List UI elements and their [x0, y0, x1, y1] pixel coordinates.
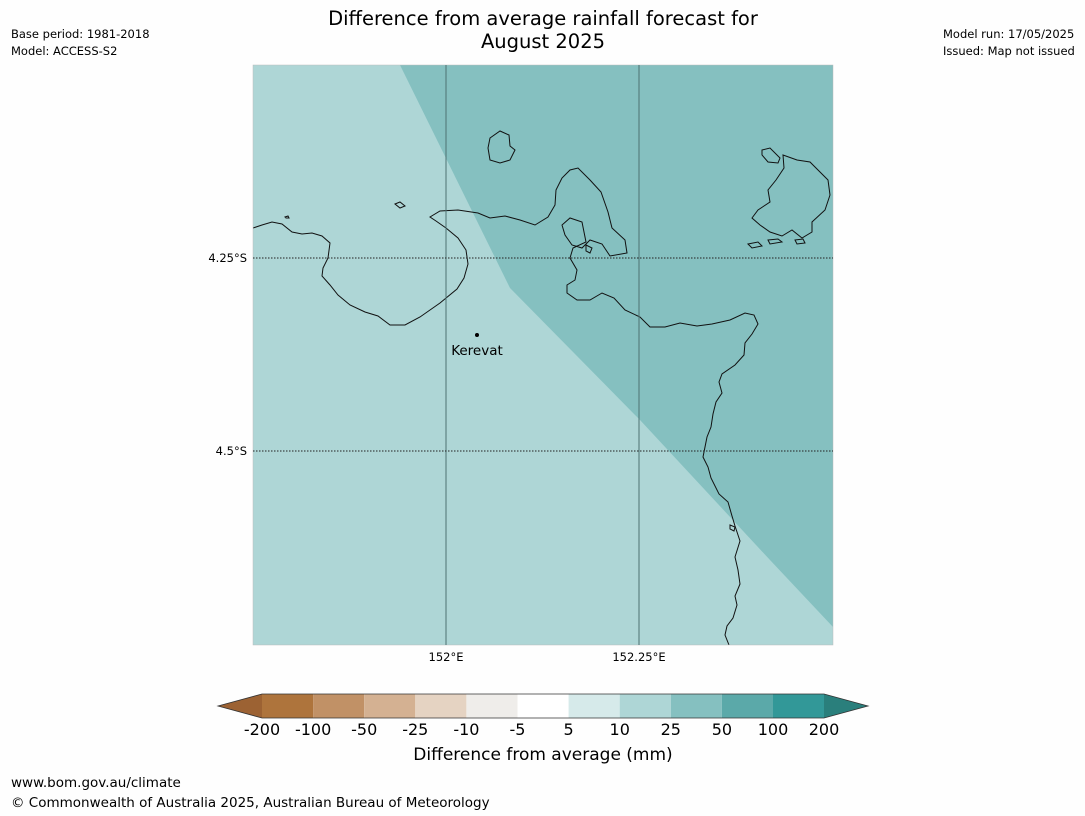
model-run-text: Model run: 17/05/2025: [943, 27, 1075, 41]
footer-url: www.bom.gov.au/climate: [11, 775, 181, 791]
colorbar-swatch: [568, 694, 620, 718]
lat-label-4-25s: 4.25°S: [208, 251, 247, 265]
colorbar-swatch: [721, 694, 773, 718]
footer-copyright: © Commonwealth of Australia 2025, Austra…: [11, 795, 490, 811]
colorbar-swatch: [517, 694, 569, 718]
colorbar-tick: -50: [351, 720, 377, 739]
colorbar-tick: -25: [402, 720, 428, 739]
colorbar-swatch: [670, 694, 722, 718]
lat-label-4-5s: 4.5°S: [216, 444, 247, 458]
map-frame: [252, 64, 834, 646]
colorbar-swatch: [262, 694, 314, 718]
colorbar-extend-right: [824, 694, 868, 718]
kerevat-label: Kerevat: [451, 343, 503, 359]
colorbar-tick: 5: [564, 720, 574, 739]
title-line-2: August 2025: [480, 30, 606, 53]
graticule: [253, 65, 833, 645]
colorbar-swatch: [466, 694, 518, 718]
colorbar-swatch: [619, 694, 671, 718]
region-10-to-25mm: [400, 65, 833, 627]
colorbar-tick: 10: [610, 720, 630, 739]
colorbar-tick: 200: [809, 720, 840, 739]
map-plot-area: [253, 65, 833, 645]
colorbar-label: Difference from average (mm): [413, 745, 673, 765]
colorbar-swatch: [415, 694, 467, 718]
header-left: Base period: 1981-2018 Model: ACCESS-S2: [11, 26, 150, 60]
lon-label-152-25e: 152.25°E: [612, 650, 665, 664]
colorbar-tick: 50: [712, 720, 732, 739]
colorbar-extend-left: [218, 694, 262, 718]
colorbar-swatch: [313, 694, 365, 718]
colorbar-swatch: [364, 694, 416, 718]
colorbar-tick: -100: [295, 720, 331, 739]
colorbar-tick: 25: [661, 720, 681, 739]
map-title: Difference from average rainfall forecas…: [243, 7, 843, 53]
colorbar-outline: [216, 693, 870, 719]
colorbar-tick: 100: [758, 720, 789, 739]
title-line-1: Difference from average rainfall forecas…: [328, 7, 758, 30]
colorbar-tick: -200: [244, 720, 280, 739]
colorbar-tick: -10: [453, 720, 479, 739]
colorbar: -200 -100 -50 -25 -10 -5 5 10 25 50 100 …: [216, 693, 870, 739]
base-period-text: Base period: 1981-2018: [11, 27, 150, 41]
colorbar-swatch: [773, 694, 824, 718]
lon-label-152e: 152°E: [429, 650, 464, 664]
coastline: [253, 130, 831, 645]
kerevat-marker: [475, 333, 479, 337]
issued-text: Issued: Map not issued: [943, 44, 1075, 58]
colorbar-tick: -5: [510, 720, 526, 739]
model-text: Model: ACCESS-S2: [11, 44, 118, 58]
header-right: Model run: 17/05/2025 Issued: Map not is…: [943, 26, 1075, 60]
